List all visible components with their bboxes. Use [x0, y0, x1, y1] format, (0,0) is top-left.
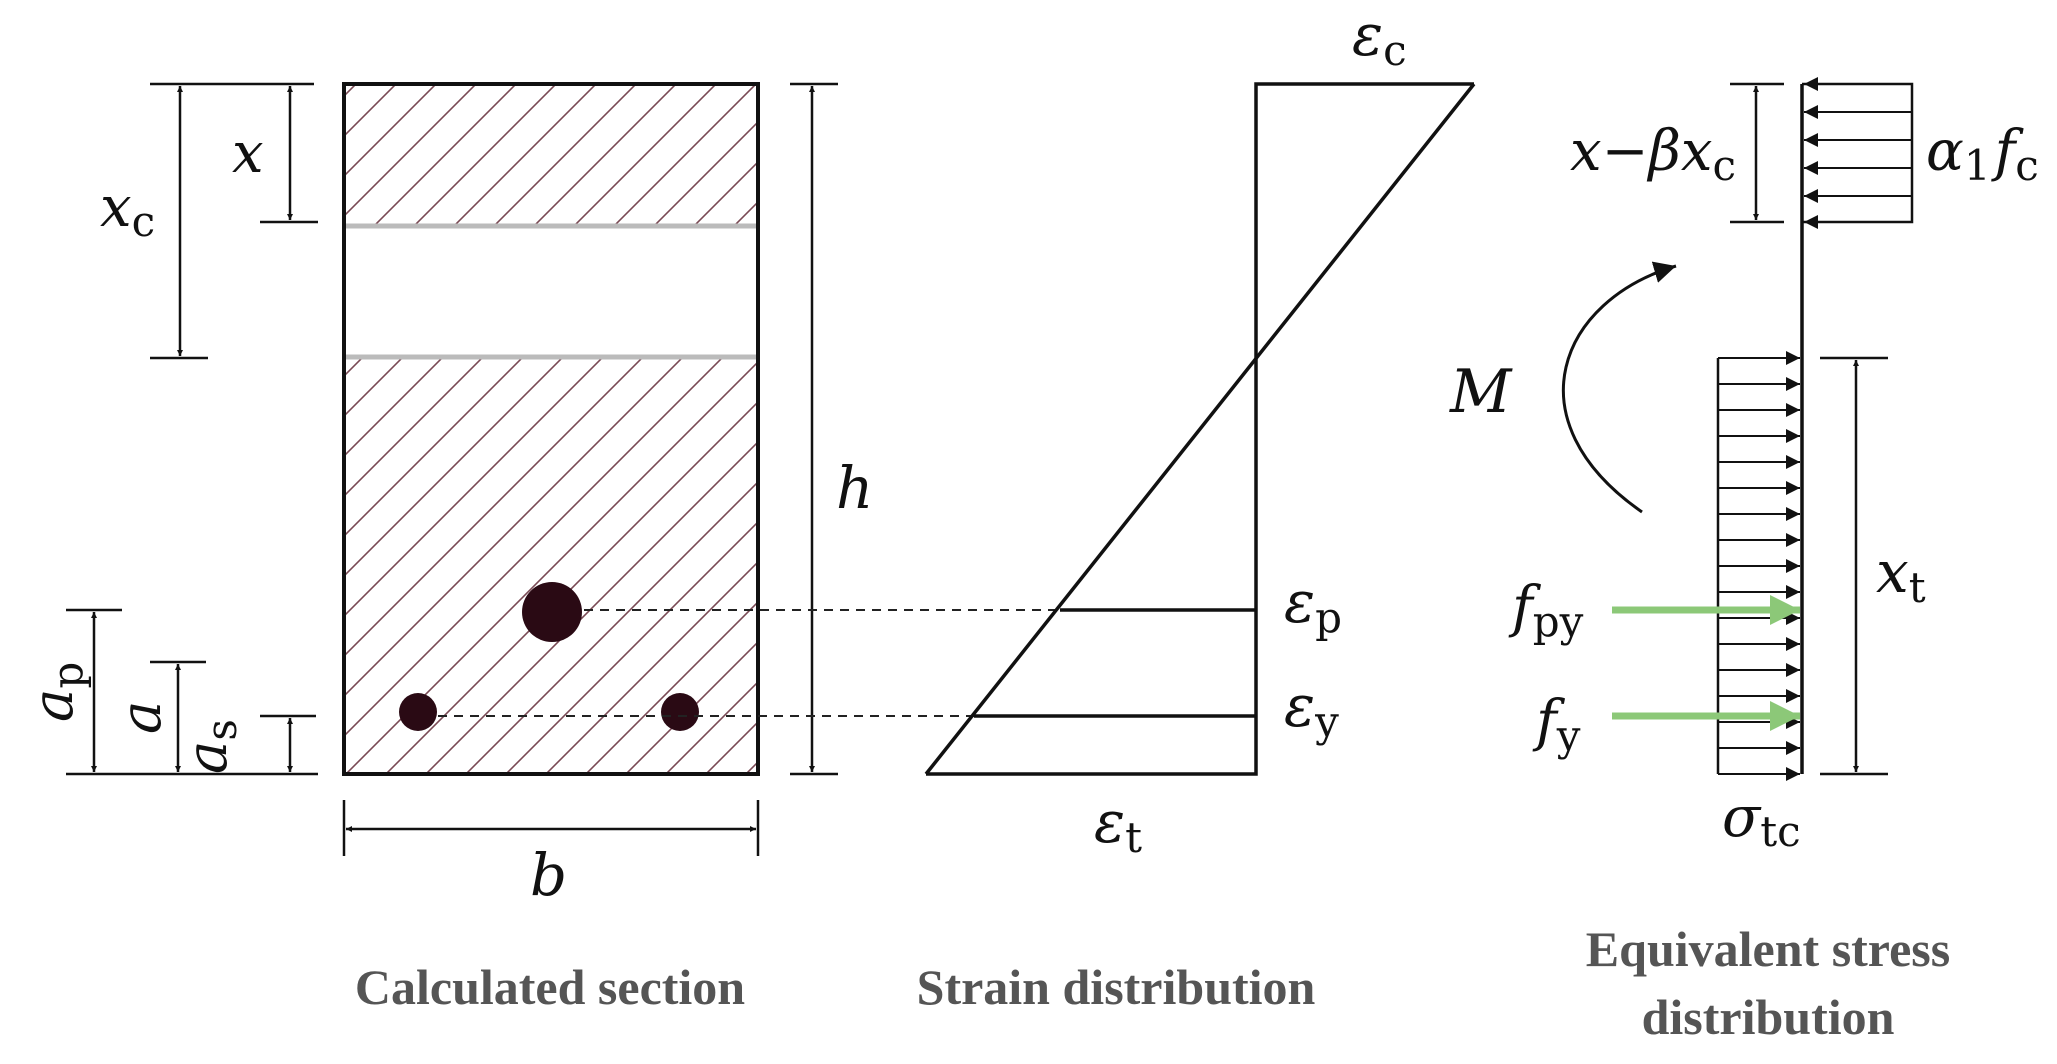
label-x-beta-xc: x−βxc [1570, 119, 1736, 190]
strain-distribution: εc εp εy εt Strain distribution [917, 1, 1476, 1015]
calculated-section: x xc h b ap a as Calculated section [21, 82, 873, 1015]
label-eps-y: εy [1284, 672, 1339, 746]
label-x: x [232, 121, 264, 186]
label-fy: fy [1532, 689, 1581, 760]
label-sigma-tc: σtc [1722, 785, 1801, 856]
rebar-right [661, 693, 699, 731]
moment-arc [1561, 261, 1677, 514]
strain-axis [926, 82, 1474, 776]
section-outline [342, 82, 760, 776]
compression-arrows [1804, 77, 1912, 229]
label-moment: M [1449, 357, 1513, 427]
caption-strain-distribution: Strain distribution [917, 959, 1316, 1015]
label-fpy: fpy [1508, 575, 1584, 646]
caption-equivalent-stress-line2: distribution [1642, 989, 1895, 1045]
prestressed-tendon [522, 582, 582, 642]
label-xc: xc [100, 175, 155, 246]
caption-equivalent-stress-line1: Equivalent stress [1586, 921, 1950, 977]
label-as: as [175, 719, 246, 774]
strain-diagonal [924, 82, 1476, 776]
label-eps-p: εp [1284, 568, 1342, 642]
section-top-hatch [344, 84, 758, 224]
tension-arrows [1718, 351, 1800, 781]
label-alpha1-fc: α1fc [1926, 119, 2039, 190]
compression-block [1802, 82, 1914, 224]
label-h: h [836, 454, 873, 522]
caption-calculated-section: Calculated section [355, 959, 745, 1015]
rebar-left [399, 693, 437, 731]
label-xt: xt [1876, 538, 1926, 612]
stress-distribution: x−βxc α1fc M xt fpy fy σtc Equivalent st… [1449, 77, 2039, 1045]
label-ap: ap [21, 662, 92, 722]
label-b: b [530, 841, 567, 909]
label-eps-t: εt [1094, 788, 1142, 862]
label-eps-c: εc [1352, 1, 1407, 75]
label-a: a [109, 701, 174, 734]
